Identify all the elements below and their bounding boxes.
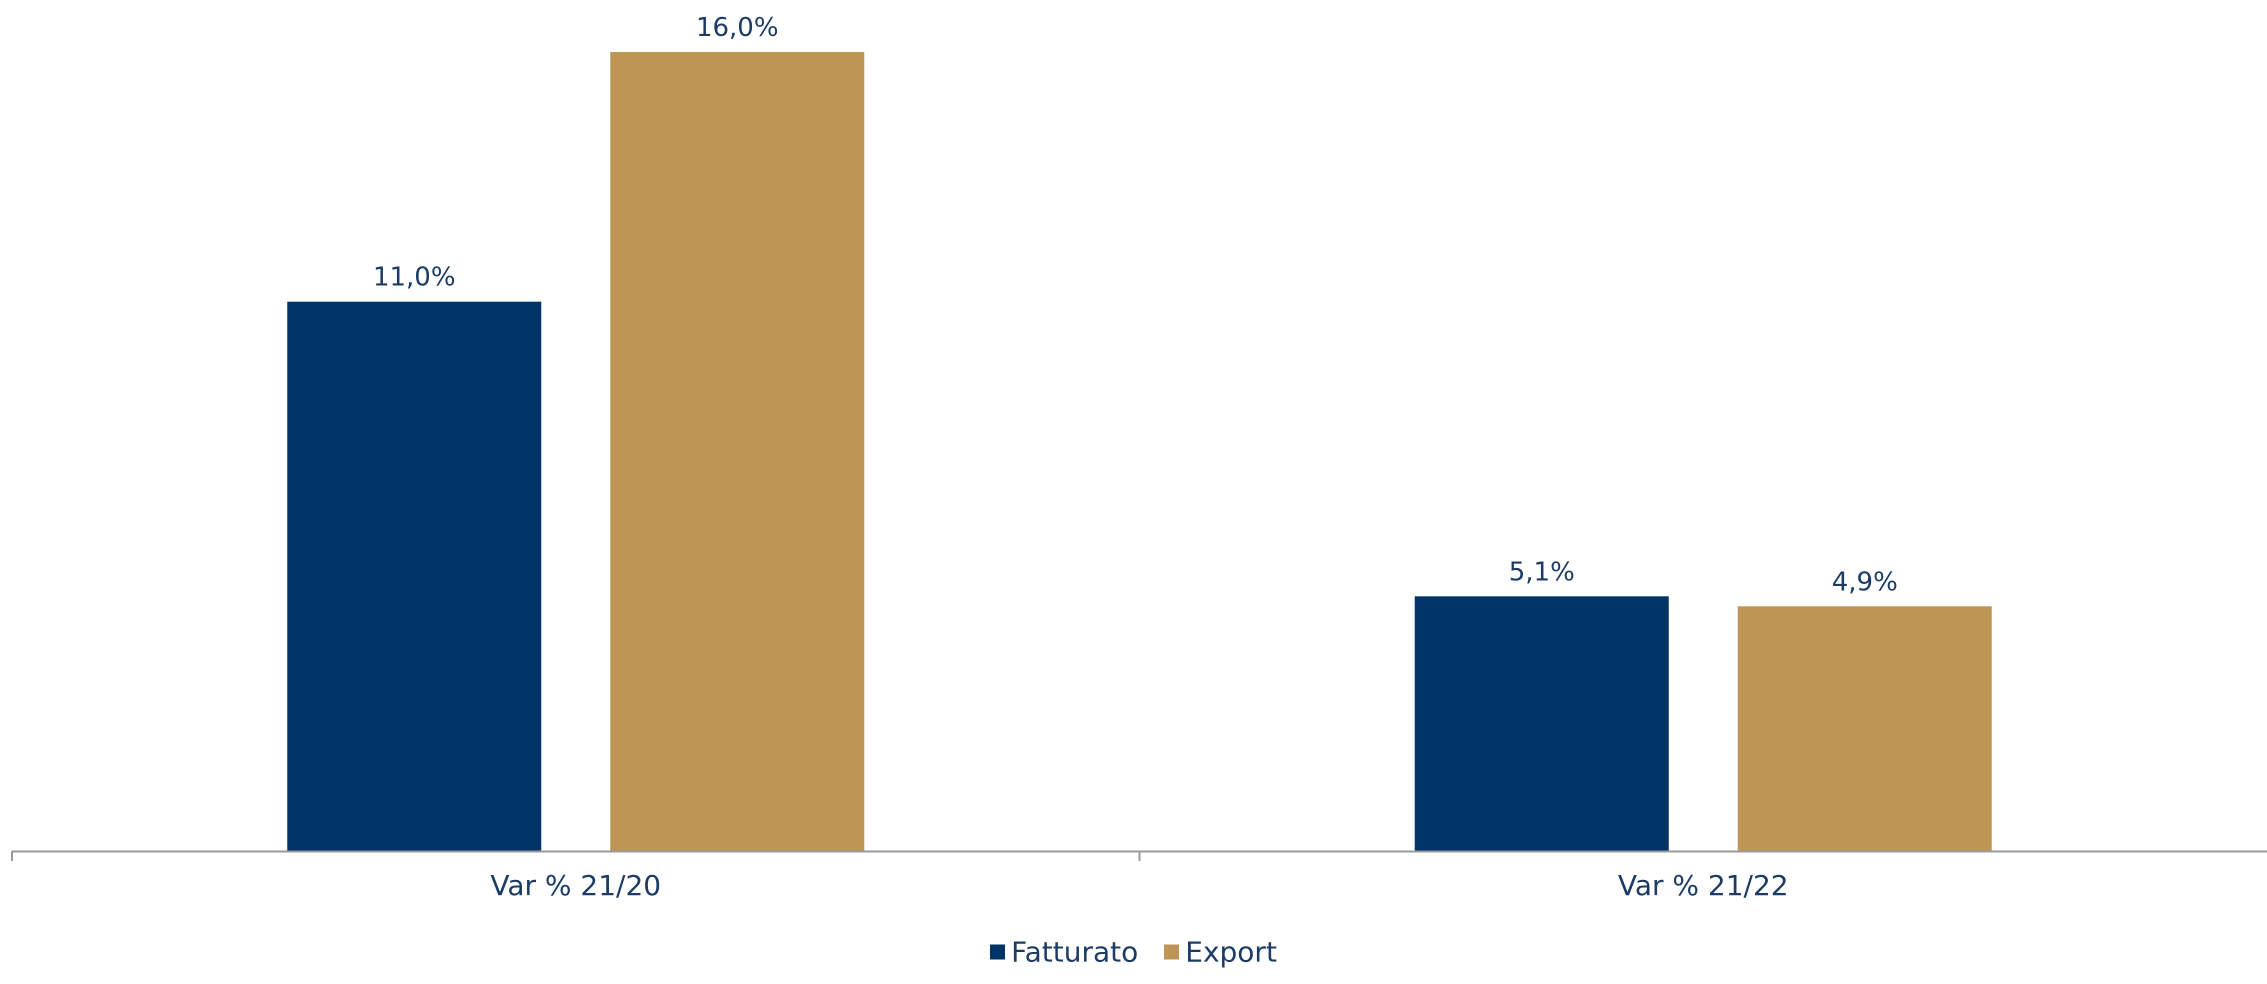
legend-swatch-export xyxy=(1164,944,1180,960)
legend-item-export: Export xyxy=(1164,936,1277,969)
legend-label-export: Export xyxy=(1185,935,1277,969)
legend: Fatturato Export xyxy=(0,936,2267,969)
x-tick-label-1: Var % 21/20 xyxy=(490,869,661,902)
bar-fatturato-1 xyxy=(287,301,542,851)
bar-export-1 xyxy=(610,52,865,851)
legend-swatch-fatturato xyxy=(990,944,1006,960)
x-axis: Var % 21/20 Var % 21/22 xyxy=(11,850,2267,902)
bar-export-2 xyxy=(1737,606,1992,851)
x-tick-label-2: Var % 21/22 xyxy=(1618,869,1789,902)
data-label-export-1: 16,0% xyxy=(696,13,779,43)
bar-fatturato-2 xyxy=(1414,596,1669,851)
data-label-export-2: 4,9% xyxy=(1832,567,1898,597)
legend-item-fatturato: Fatturato xyxy=(990,936,1138,969)
data-label-fatturato-1: 11,0% xyxy=(373,263,456,293)
data-labels-layer: 11,0% 16,0% 5,1% 4,9% xyxy=(373,13,1898,597)
bars-layer xyxy=(287,52,1992,851)
legend-label-fatturato: Fatturato xyxy=(1011,935,1139,969)
data-label-fatturato-2: 5,1% xyxy=(1509,557,1575,587)
